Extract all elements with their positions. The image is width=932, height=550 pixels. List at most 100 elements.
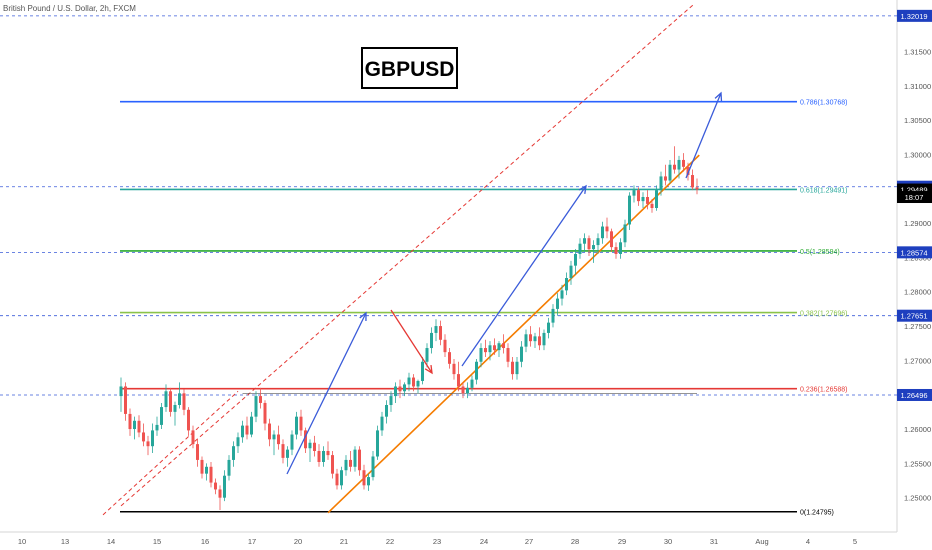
candle-body: [452, 363, 456, 375]
y-tick-label: 1.31500: [904, 47, 931, 56]
x-tick-label: 17: [248, 537, 256, 546]
candle-body: [529, 334, 532, 342]
projection-arrow-1-head: [359, 311, 367, 322]
candle-body: [434, 326, 438, 333]
candle-body: [605, 226, 609, 232]
candle-body: [362, 470, 366, 486]
candle-body: [596, 238, 600, 246]
candle-body: [421, 361, 424, 381]
candle-body: [313, 442, 316, 451]
candle-body: [470, 379, 474, 388]
candle-body: [376, 430, 379, 457]
candle-body: [254, 396, 258, 417]
fib-label-0: 0(1.24795): [800, 510, 834, 517]
candle-body: [124, 386, 127, 414]
candle-body: [371, 456, 375, 478]
candle-body: [187, 409, 190, 431]
candle-body: [142, 432, 145, 442]
candle-body: [358, 449, 361, 471]
candle-body: [268, 423, 271, 440]
candle-body: [524, 334, 528, 347]
candle-body: [286, 449, 289, 458]
x-tick-label: 10: [18, 537, 26, 546]
candle-body: [533, 336, 537, 342]
y-tick-label: 1.30500: [904, 116, 931, 125]
candle-body: [214, 482, 217, 490]
candle-body: [385, 405, 388, 417]
candle-body: [119, 386, 123, 397]
candle-body: [340, 470, 343, 486]
candle-body: [380, 416, 384, 431]
x-tick-label: 23: [433, 537, 441, 546]
candle-body: [317, 450, 321, 462]
x-tick-label: Aug: [755, 537, 768, 546]
candle-body: [551, 308, 555, 323]
candle-body: [614, 247, 618, 254]
y-tick-label: 1.31000: [904, 82, 931, 91]
candle-body: [349, 459, 352, 467]
candle-body: [416, 380, 420, 387]
price-badge-level: [897, 9, 932, 22]
candle-body: [488, 345, 492, 353]
candle-body: [425, 348, 429, 362]
candle-body: [133, 420, 136, 430]
candle-body: [344, 459, 348, 471]
candle-body: [191, 430, 195, 445]
candle-body: [493, 345, 496, 351]
y-tick-label: 1.30000: [904, 150, 931, 159]
candle-body: [443, 339, 447, 353]
candle-body: [448, 352, 451, 364]
candle-body: [245, 425, 249, 435]
candle-body: [502, 343, 505, 349]
candle-body: [484, 348, 487, 353]
fib-label-0.382: 0.382(1.27696): [800, 311, 847, 318]
candle-body: [164, 391, 168, 408]
x-tick-label: 22: [386, 537, 394, 546]
x-tick-label: 21: [340, 537, 348, 546]
candle-body: [565, 278, 568, 291]
projection-arrow-2: [461, 185, 587, 367]
price-badge-level: [897, 388, 932, 401]
candle-body: [686, 166, 690, 176]
candle-body: [542, 332, 546, 346]
candle-body: [353, 449, 357, 467]
candle-body: [223, 475, 226, 498]
trendline-channel-lower: [102, 390, 239, 516]
title-box-text: GBPUSD: [365, 58, 455, 81]
candle-body: [511, 361, 514, 375]
candle-body: [632, 190, 636, 196]
candle-body: [259, 396, 262, 403]
candle-body: [326, 450, 330, 456]
candle-body: [137, 420, 141, 433]
candle-body: [583, 238, 586, 244]
candle-body: [304, 430, 307, 449]
projection-arrow-2-head: [578, 184, 587, 195]
price-badge-label: 18:07: [905, 193, 924, 202]
candle-body: [281, 444, 285, 458]
candle-body: [331, 455, 334, 474]
candle-body: [659, 176, 663, 191]
candle-body: [182, 393, 186, 410]
price-badge-label: 1.28574: [900, 248, 927, 257]
candle-body: [691, 175, 694, 188]
candle-body: [196, 444, 199, 460]
price-badge-label: 1.26496: [900, 391, 927, 400]
candle-body: [569, 265, 573, 279]
x-tick-label: 14: [107, 537, 115, 546]
price-badge-label: 1.32019: [900, 12, 927, 21]
x-tick-label: 15: [153, 537, 161, 546]
candle-body: [641, 197, 645, 202]
candle-body: [308, 442, 312, 449]
correction-arrow: [390, 309, 433, 374]
candle-body: [646, 197, 649, 204]
candle-body: [461, 386, 465, 394]
y-tick-label: 1.25500: [904, 459, 931, 468]
candle-body: [412, 377, 415, 387]
candle-body: [664, 176, 667, 181]
candle-body: [169, 391, 172, 412]
candle-body: [628, 195, 631, 225]
fib-label-0.786: 0.786(1.30768): [800, 100, 847, 107]
candle-body: [466, 387, 469, 394]
candle-body: [682, 159, 685, 167]
